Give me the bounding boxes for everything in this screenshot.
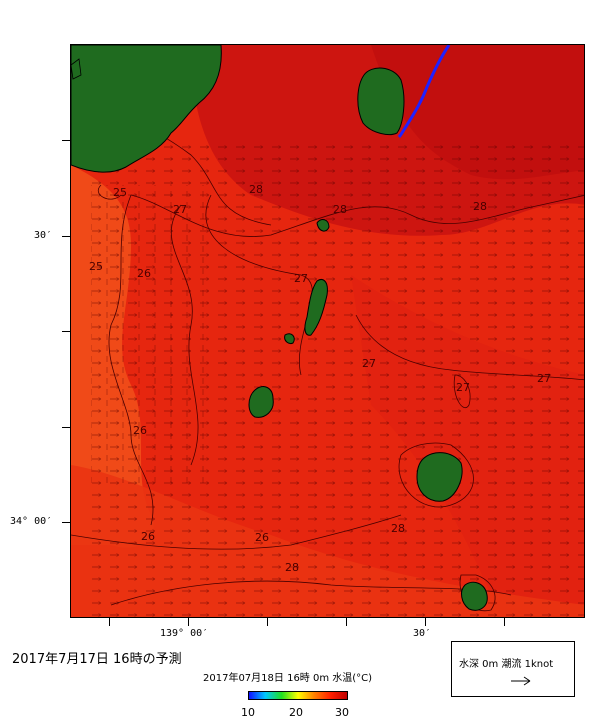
lat-tick	[62, 427, 70, 428]
contour-line	[71, 514, 402, 550]
contour-label: 28	[333, 203, 347, 216]
contour-line	[355, 314, 584, 381]
contour-label: 28	[285, 561, 299, 574]
current-vectors-west	[91, 185, 211, 485]
lat-label: 30′	[34, 230, 53, 241]
lon-label: 139° 00′	[160, 628, 209, 639]
land-small	[71, 58, 82, 80]
lon-tick	[109, 618, 110, 626]
lon-tick	[188, 618, 189, 626]
lon-tick	[504, 618, 505, 626]
land-island-toshima	[316, 219, 330, 232]
map-canvas: 25 27 28 28 25 26 27 28 27 27 27 26 26 2…	[71, 45, 584, 617]
legend-label: 水深 0m 潮流 1knot	[459, 659, 554, 670]
arrow-right-icon	[511, 676, 531, 686]
contour-label: 27	[362, 357, 376, 370]
temperature-colorbar	[248, 691, 348, 700]
contour-line	[130, 194, 584, 237]
colorbar-tick-label: 30	[335, 706, 349, 719]
contour-label: 28	[249, 183, 263, 196]
land-island-shikine	[284, 333, 295, 344]
contour-label: 27	[456, 381, 470, 394]
colorbar-tick-label: 10	[241, 706, 255, 719]
lat-tick	[62, 140, 70, 141]
contour-line	[205, 194, 313, 376]
contour-label: 28	[473, 200, 487, 213]
contour-label: 26	[137, 267, 151, 280]
land-island-mikurajima	[461, 581, 488, 611]
current-legend: 水深 0m 潮流 1knot	[451, 641, 575, 697]
contour-line	[108, 194, 154, 526]
contour-label: 28	[391, 522, 405, 535]
contour-label: 26	[133, 424, 147, 437]
lon-tick	[267, 618, 268, 626]
contour-line	[398, 442, 474, 508]
forecast-title: 2017年7月17日 16時の予測	[12, 652, 182, 667]
land-island-oshima	[357, 67, 405, 136]
contour-label: 27	[173, 203, 187, 216]
land-island-kozushima	[248, 386, 274, 418]
lat-tick	[62, 331, 70, 332]
land-island-miyakejima	[416, 452, 463, 502]
colorbar-tick-label: 20	[289, 706, 303, 719]
contour-label: 27	[537, 372, 551, 385]
contour-line	[98, 184, 122, 200]
lon-tick	[425, 618, 426, 626]
lat-label: 34° 00′	[10, 516, 53, 527]
lon-tick	[346, 618, 347, 626]
contour-label: 26	[141, 530, 155, 543]
contour-label: 27	[294, 272, 308, 285]
contour-label: 25	[89, 260, 103, 273]
lat-tick	[62, 236, 70, 237]
contour-label: 25	[113, 186, 127, 199]
contour-line	[453, 374, 471, 408]
lat-tick	[62, 522, 70, 523]
contour-label: 26	[255, 531, 269, 544]
land-peninsula	[71, 45, 222, 173]
map-subtitle: 2017年07月18日 16時 0m 水温(°C)	[203, 673, 373, 684]
map-panel[interactable]: 25 27 28 28 25 26 27 28 27 27 27 26 26 2…	[70, 44, 585, 618]
track-line	[397, 45, 451, 139]
contour-line	[170, 204, 199, 466]
land-island-niijima	[304, 279, 328, 336]
lon-label: 30′	[413, 628, 432, 639]
